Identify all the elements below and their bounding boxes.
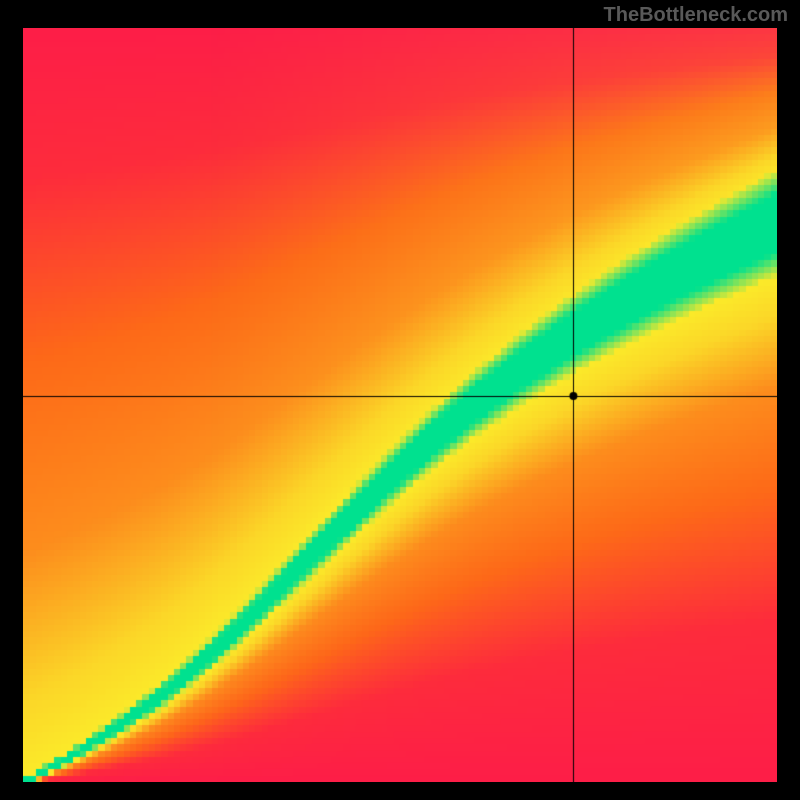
- bottleneck-heatmap-display: [23, 28, 777, 782]
- chart-container: TheBottleneck.com: [0, 0, 800, 800]
- attribution-text: TheBottleneck.com: [604, 4, 788, 27]
